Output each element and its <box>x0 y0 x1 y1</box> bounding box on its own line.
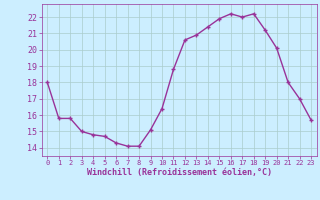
X-axis label: Windchill (Refroidissement éolien,°C): Windchill (Refroidissement éolien,°C) <box>87 168 272 177</box>
